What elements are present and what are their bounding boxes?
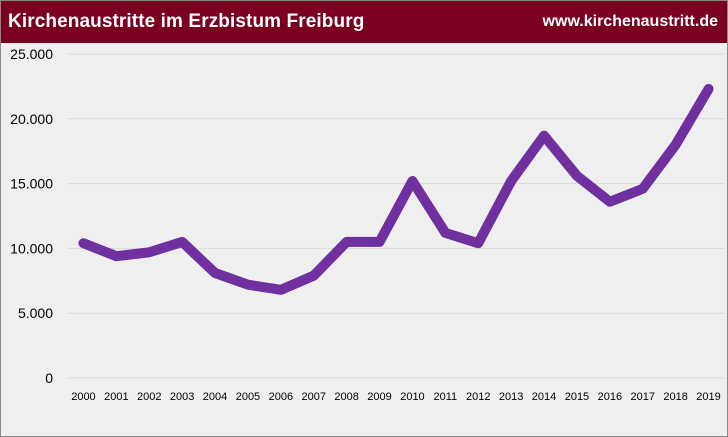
x-tick-label: 2018: [663, 391, 687, 403]
x-tick-label: 2005: [236, 391, 260, 403]
data-point: [214, 272, 217, 275]
x-tick-label: 2006: [269, 391, 293, 403]
data-point: [82, 242, 85, 245]
data-point: [444, 231, 447, 234]
x-tick-label: 2013: [499, 391, 523, 403]
y-axis-ticks: 0 5.000 10.000 15.000 20.000 25.000: [10, 46, 53, 386]
x-axis-ticks: 2000 2001 2002 2003 2004 2005 2006 2007 2008 2009…: [71, 391, 721, 403]
y-tick-label: 0: [45, 370, 53, 386]
x-tick-label: 2007: [302, 391, 326, 403]
data-point: [181, 240, 184, 243]
y-tick-label: 25.000: [10, 46, 53, 62]
data-point: [148, 251, 151, 254]
series-line: [78, 83, 714, 295]
data-point: [510, 180, 513, 183]
x-tick-label: 2012: [466, 391, 490, 403]
data-point: [641, 187, 644, 190]
x-tick-label: 2009: [367, 391, 391, 403]
x-tick-label: 2004: [203, 391, 227, 403]
data-point: [411, 180, 414, 183]
x-tick-label: 2010: [400, 391, 424, 403]
data-point: [575, 174, 578, 177]
x-tick-label: 2003: [170, 391, 194, 403]
x-tick-label: 2008: [334, 391, 358, 403]
series-layer: [78, 83, 714, 295]
data-point: [608, 200, 611, 203]
data-point: [246, 283, 249, 286]
data-point: [543, 134, 546, 137]
data-point: [312, 274, 315, 277]
website-label: www.kirchenaustritt.de: [542, 13, 718, 30]
x-tick-label: 2000: [71, 391, 95, 403]
x-tick-label: 2002: [137, 391, 161, 403]
y-tick-label: 20.000: [10, 111, 53, 127]
data-point: [345, 240, 348, 243]
y-tick-label: 15.000: [10, 176, 53, 192]
data-point: [707, 87, 710, 90]
data-point: [279, 288, 282, 291]
chart-title: Kirchenaustritte im Erzbistum Freiburg: [8, 11, 365, 32]
x-tick-label: 2001: [104, 391, 128, 403]
data-point: [477, 242, 480, 245]
x-tick-label: 2019: [696, 391, 720, 403]
data-point: [674, 143, 677, 146]
data-point: [115, 255, 118, 258]
x-tick-label: 2014: [532, 391, 556, 403]
x-tick-label: 2011: [434, 391, 458, 403]
chart-header: Kirchenaustritte im Erzbistum Freiburg w…: [1, 1, 727, 43]
x-tick-label: 2016: [598, 391, 622, 403]
y-tick-label: 10.000: [10, 240, 53, 256]
x-tick-label: 2017: [631, 391, 655, 403]
data-point: [378, 240, 381, 243]
y-tick-label: 5.000: [18, 305, 53, 321]
x-tick-label: 2015: [565, 391, 589, 403]
